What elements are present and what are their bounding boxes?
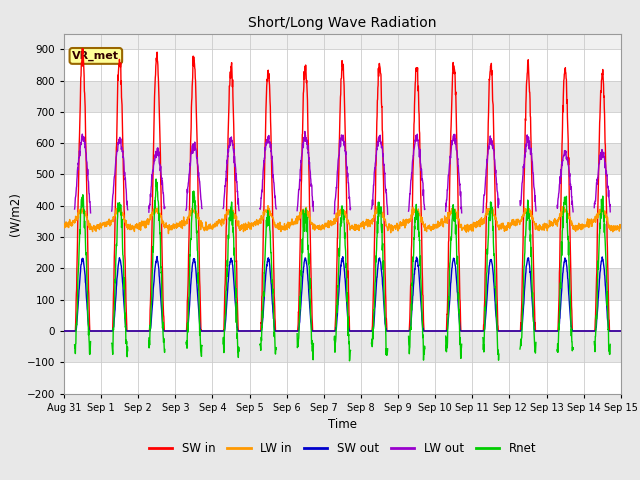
Legend: SW in, LW in, SW out, LW out, Rnet: SW in, LW in, SW out, LW out, Rnet [144, 437, 541, 460]
Bar [64, 237, 621, 268]
Bar [64, 112, 621, 143]
X-axis label: Time: Time [328, 418, 357, 431]
Bar [64, 143, 621, 174]
Text: VR_met: VR_met [72, 51, 119, 61]
Bar [64, 268, 621, 300]
Bar [64, 174, 621, 206]
Title: Short/Long Wave Radiation: Short/Long Wave Radiation [248, 16, 436, 30]
Bar [64, 362, 621, 394]
Bar [64, 81, 621, 112]
Bar [64, 331, 621, 362]
Bar [64, 206, 621, 237]
Bar [64, 300, 621, 331]
Bar [64, 49, 621, 81]
Y-axis label: (W/m2): (W/m2) [8, 192, 21, 236]
